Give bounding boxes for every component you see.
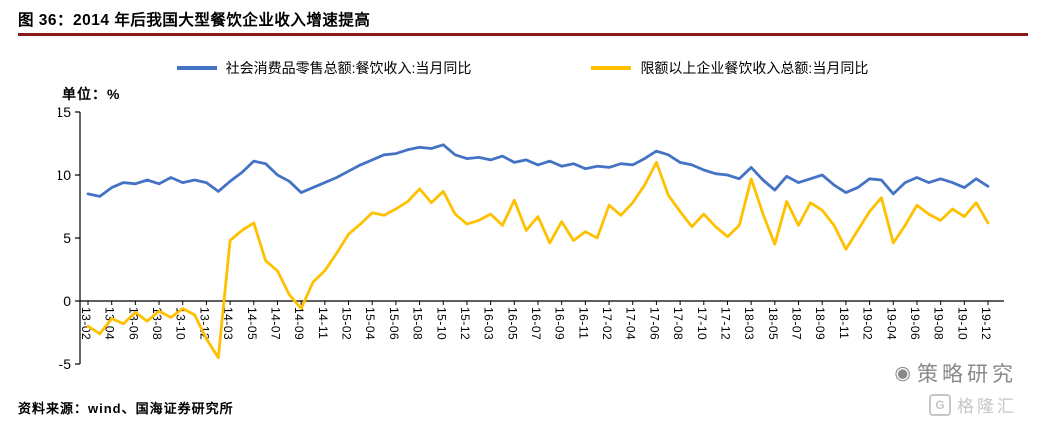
legend-item-catering-revenue: 社会消费品零售总额:餐饮收入:当月同比 [176, 58, 472, 78]
legend-label-above-quota-catering: 限额以上企业餐饮收入总额:当月同比 [640, 60, 869, 76]
chart-legend: 社会消费品零售总额:餐饮收入:当月同比 限额以上企业餐饮收入总额:当月同比 [0, 58, 1045, 78]
watermark-logo-text: 格隆汇 [957, 397, 1017, 416]
legend-label-catering-revenue: 社会消费品零售总额:餐饮收入:当月同比 [225, 60, 472, 76]
watermark-brand-text: 策略研究 [917, 363, 1017, 386]
y-tick-label: -5 [59, 356, 72, 372]
compass-seal-icon: ◉ [894, 362, 911, 384]
series-line-0 [86, 143, 990, 198]
y-tick-label: 0 [63, 293, 71, 309]
watermark-brand: ◉ 策略研究 [894, 358, 1017, 388]
y-tick-label: 10 [58, 167, 71, 183]
y-tick-label: 5 [63, 230, 71, 246]
legend-item-above-quota-catering: 限额以上企业餐饮收入总额:当月同比 [591, 58, 868, 78]
source-note: 资料来源：wind、国海证券研究所 [18, 401, 234, 416]
title-underline [18, 33, 1028, 36]
chart-svg: 15 10 5 0 -5 [58, 104, 1004, 372]
y-tick-label: 15 [58, 104, 71, 120]
figure-title: 图 36：2014 年后我国大型餐饮企业收入增速提高 [18, 12, 371, 29]
unit-label: 单位：% [62, 86, 121, 102]
series-line-1 [86, 161, 990, 360]
g-logo-icon: G [929, 393, 951, 416]
blue-line-swatch-icon [176, 66, 217, 70]
watermark-logo: G 格隆汇 [929, 392, 1017, 417]
yellow-line-swatch-icon [591, 66, 632, 70]
